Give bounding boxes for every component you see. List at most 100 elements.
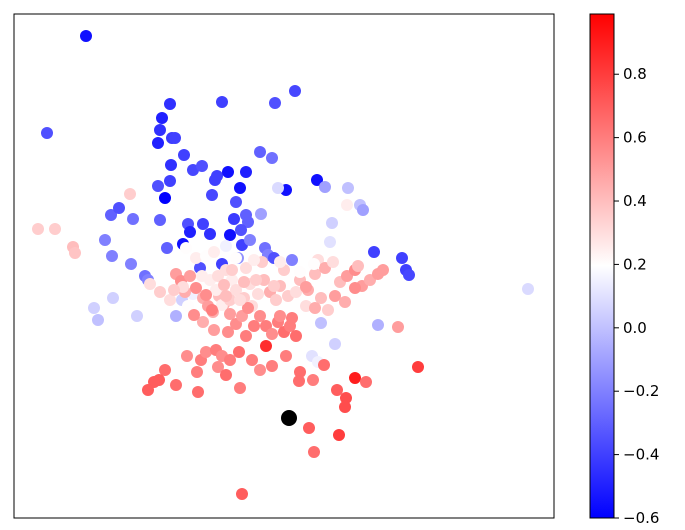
scatter-point	[168, 284, 180, 296]
scatter-point	[125, 258, 137, 270]
scatter-point	[327, 256, 339, 268]
scatter-point	[349, 282, 361, 294]
scatter-point	[222, 166, 234, 178]
scatter-point	[180, 242, 192, 254]
scatter-point	[188, 309, 200, 321]
scatter-point	[224, 229, 236, 241]
scatter-point	[127, 213, 139, 225]
scatter-point	[99, 234, 111, 246]
scatter-point	[131, 310, 143, 322]
scatter-point	[220, 290, 232, 302]
scatter-point	[308, 258, 320, 270]
scatter-point	[342, 182, 354, 194]
scatter-point	[315, 317, 327, 329]
scatter-point	[240, 166, 252, 178]
scatter-point	[208, 324, 220, 336]
scatter-point	[230, 284, 242, 296]
scatter-point	[192, 386, 204, 398]
scatter-point	[164, 98, 176, 110]
colorbar-tick-label: −0.2	[623, 382, 659, 400]
scatter-point	[159, 192, 171, 204]
scatter-point	[220, 369, 232, 381]
scatter-point	[326, 217, 338, 229]
scatter-point	[240, 330, 252, 342]
scatter-point	[169, 132, 181, 144]
scatter-point	[377, 264, 389, 276]
scatter-point	[396, 252, 408, 264]
scatter-point	[196, 160, 208, 172]
scatter-point	[161, 242, 173, 254]
scatter-point	[324, 236, 336, 248]
scatter-point	[248, 320, 260, 332]
scatter-point	[197, 316, 209, 328]
colorbar-tick-label: −0.4	[623, 446, 659, 464]
scatter-point	[244, 234, 256, 246]
colorbar-tick-label: 0.0	[623, 319, 647, 337]
scatter-point	[294, 266, 306, 278]
scatter-point	[69, 247, 81, 259]
scatter-point	[246, 354, 258, 366]
scatter-point	[250, 274, 262, 286]
scatter-point	[191, 366, 203, 378]
scatter-point	[154, 286, 166, 298]
scatter-point	[124, 188, 136, 200]
scatter-point	[268, 280, 280, 292]
highlight-marker	[281, 410, 297, 426]
scatter-point	[230, 196, 242, 208]
scatter-point	[290, 330, 302, 342]
plot-area	[13, 13, 555, 519]
scatter-point	[242, 302, 254, 314]
scatter-point	[248, 254, 260, 266]
scatter-point	[242, 216, 254, 228]
scatter-point	[164, 294, 176, 306]
scatter-point	[80, 30, 92, 42]
scatter-point	[254, 364, 266, 376]
scatter-point	[164, 175, 176, 187]
scatter-point	[293, 375, 305, 387]
colorbar: −0.6 −0.4 −0.2 0.0 0.2 0.4 0.6 0.8	[589, 13, 659, 527]
scatter-point	[368, 246, 380, 258]
scatter-point	[254, 146, 266, 158]
scatter-point	[329, 290, 341, 302]
scatter-point	[154, 124, 166, 136]
scatter-point	[196, 270, 208, 282]
scatter-point	[226, 264, 238, 276]
colorbar-tick-label: −0.6	[623, 509, 659, 527]
scatter-point	[286, 312, 298, 324]
scatter-point	[349, 372, 361, 384]
scatter-point	[32, 223, 44, 235]
scatter-point	[254, 310, 266, 322]
scatter-point	[303, 422, 315, 434]
colorbar-tick-label: 0.2	[623, 255, 647, 273]
scatter-point	[144, 278, 156, 290]
scatter-point	[280, 350, 292, 362]
scatter-point	[307, 374, 319, 386]
scatter-point	[289, 85, 301, 97]
scatter-point	[318, 359, 330, 371]
scatter-point	[272, 182, 284, 194]
scatter-point	[222, 326, 234, 338]
scatter-point	[190, 252, 202, 264]
scatter-point	[88, 302, 100, 314]
scatter-point	[309, 302, 321, 314]
scatter-point	[392, 321, 404, 333]
scatter-point	[309, 268, 321, 280]
scatter-point	[300, 281, 312, 293]
scatter-point	[329, 338, 341, 350]
scatter-point	[274, 310, 286, 322]
scatter-point	[204, 228, 216, 240]
scatter-point	[234, 382, 246, 394]
colorbar-tick-label: 0.6	[623, 129, 647, 147]
scatter-point	[286, 254, 298, 266]
scatter-point	[339, 296, 351, 308]
scatter-point	[224, 354, 236, 366]
scatter-point	[208, 246, 220, 258]
scatter-point	[170, 379, 182, 391]
scatter-point	[216, 96, 228, 108]
scatter-point	[107, 292, 119, 304]
colorbar-tick-label: 0.8	[623, 65, 647, 83]
scatter-point	[266, 360, 278, 372]
scatter-point	[200, 346, 212, 358]
scatter-point	[255, 208, 267, 220]
scatter-point	[372, 319, 384, 331]
